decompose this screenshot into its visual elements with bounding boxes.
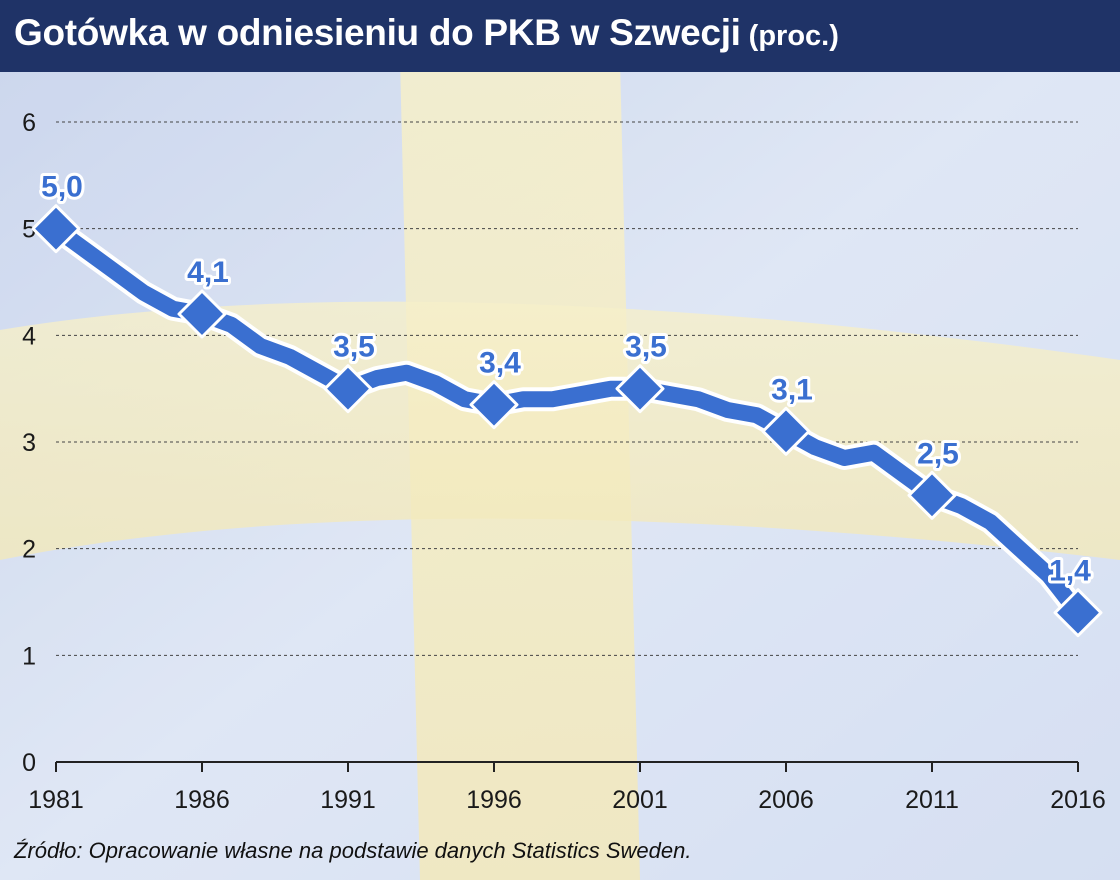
data-point-label: 2,5: [917, 437, 959, 470]
data-point-marker: [761, 406, 811, 456]
x-tick-label: 1981: [28, 786, 84, 814]
data-point-label: 3,5: [625, 331, 667, 364]
flag-cross-horizontal: [0, 301, 1120, 560]
data-point-label: 3,1: [771, 373, 813, 406]
header-bar: Gotówka w odniesieniu do PKB w Szwecji (p…: [0, 0, 1120, 72]
x-tick-label: 2001: [612, 786, 668, 814]
chart-title-unit: (proc.): [748, 20, 839, 52]
data-point-label: 1,4: [1049, 555, 1091, 588]
y-tick-label: 2: [22, 536, 36, 564]
axis-layer: 0 1 2 3 4 5 6 1981 1986 1991 1996 2001 2006 2011 2016: [22, 109, 1106, 814]
data-point-marker: [615, 364, 665, 414]
series-line: [48, 220, 1086, 621]
data-point-marker: [907, 470, 957, 520]
data-point-marker: [469, 380, 519, 430]
x-tick-label: 2016: [1050, 786, 1106, 814]
label-layer: 5,0 4,1 3,5 3,4 3,5 3,1 2,5 1,4: [38, 168, 1094, 591]
data-point-marker: [31, 204, 81, 254]
data-point-marker: [323, 364, 373, 414]
x-tick-label: 1986: [174, 786, 230, 814]
data-point-label: 3,5: [333, 331, 375, 364]
data-point-label: 5,0: [41, 171, 83, 204]
x-tick-label: 1996: [466, 786, 522, 814]
y-tick-label: 1: [22, 642, 36, 670]
x-tick-label: 2011: [905, 786, 959, 814]
chart-title: Gotówka w odniesieniu do PKB w Szwecji: [14, 12, 741, 53]
marker-layer: [31, 204, 1103, 638]
source-note: Źródło: Opracowanie własne na podstawie …: [14, 838, 692, 863]
series-layer: [44, 216, 1090, 625]
data-point-marker: [1053, 588, 1103, 638]
x-tick-label: 1991: [320, 786, 376, 814]
x-tick-label: 2006: [758, 786, 814, 814]
y-tick-label: 5: [22, 216, 36, 244]
y-tick-label: 3: [22, 429, 36, 457]
y-tick-label: 4: [22, 322, 36, 350]
data-point-label: 4,1: [187, 256, 229, 289]
data-point-label: 3,4: [479, 347, 521, 380]
y-tick-label: 6: [22, 109, 36, 137]
data-point-marker: [177, 289, 227, 339]
y-tick-label: 0: [22, 749, 36, 777]
